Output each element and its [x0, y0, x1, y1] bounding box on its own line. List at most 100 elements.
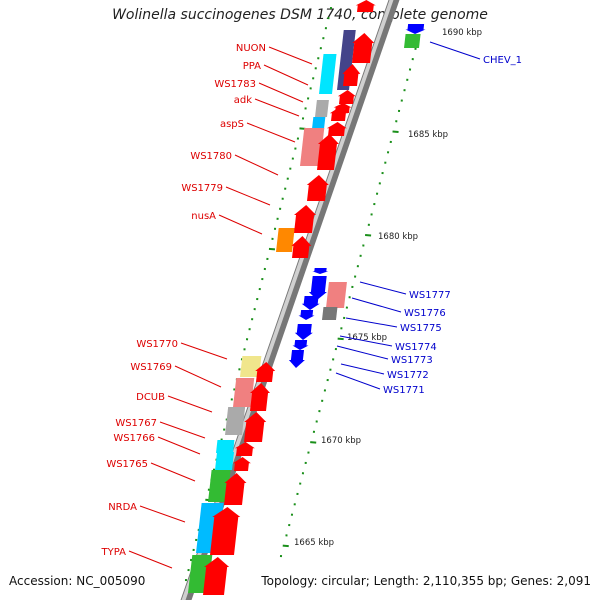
reverse-gene-arrow	[292, 340, 309, 350]
scale-label: 1670 kbp	[321, 436, 361, 446]
cyan-feature-block	[319, 54, 337, 94]
gene-arrows	[203, 0, 426, 595]
forward-gene-arrow	[306, 175, 329, 201]
forward-gene-arrow	[342, 64, 361, 86]
forward-gene-arrow	[337, 90, 356, 104]
forward-leader-line	[263, 64, 309, 86]
forward-gene-arrow	[326, 122, 347, 136]
reverse-leader-line	[339, 335, 393, 347]
scale-label: 1675 kbp	[347, 333, 387, 343]
genome-backbone	[180, 0, 400, 600]
scale-label: 1685 kbp	[408, 130, 448, 140]
ws1765-feature-block	[208, 470, 231, 502]
forward-gene-label: WS1783	[214, 79, 256, 90]
forward-leader-line	[174, 365, 222, 388]
forward-gene-arrow	[232, 457, 251, 471]
forward-leader-line	[150, 462, 196, 482]
forward-leader-line	[246, 122, 296, 143]
forward-gene-label: WS1769	[130, 362, 172, 373]
forward-gene-arrow	[234, 442, 255, 456]
reverse-gene-label: WS1771	[383, 385, 425, 396]
reverse-gene-label: WS1777	[409, 290, 451, 301]
scale-label: 1680 kbp	[378, 232, 418, 242]
reverse-gene-label: CHEV_1	[483, 55, 522, 66]
forward-gene-label: WS1766	[113, 433, 155, 444]
chev-feature-block	[404, 34, 421, 48]
forward-leader-line	[157, 436, 201, 455]
reverse-gene-label: WS1775	[400, 323, 442, 334]
reverse-gene-arrow	[312, 268, 329, 274]
ws1775-feature-block	[322, 307, 338, 320]
feature-blocks	[188, 30, 421, 593]
reverse-leader-line	[336, 345, 389, 360]
forward-leader-line	[128, 550, 173, 569]
forward-gene-arrow	[291, 236, 312, 258]
reverse-gene-arrow	[301, 296, 320, 310]
reverse-leader-line	[345, 317, 398, 328]
forward-gene-label: aspS	[220, 119, 244, 130]
forward-gene-arrow	[224, 473, 247, 505]
ws1776-feature-block	[326, 282, 347, 308]
reverse-leader-line	[340, 363, 385, 375]
forward-leader-line	[225, 186, 271, 206]
reverse-leader-line	[359, 281, 407, 295]
ws1770-feature-block	[240, 356, 262, 377]
forward-gene-label: NRDA	[108, 502, 137, 513]
adk-feature-block	[312, 117, 326, 129]
ws1766-feature-block	[215, 452, 235, 470]
reverse-gene-arrow	[308, 276, 327, 300]
accession-text: Accession: NC_005090	[9, 574, 146, 588]
nusa-feature-block	[276, 228, 295, 252]
ws1769-feature-block	[233, 378, 255, 407]
forward-gene-label: WS1770	[136, 339, 178, 350]
forward-gene-label: adk	[234, 95, 252, 106]
forward-gene-label: nusA	[191, 211, 216, 222]
forward-leader-line	[139, 505, 186, 523]
dcub-feature-block	[225, 407, 246, 435]
forward-gene-label: PPA	[243, 61, 261, 72]
forward-gene-label: WS1780	[190, 151, 232, 162]
forward-gene-label: NUON	[236, 43, 266, 54]
ws1767-feature-block	[216, 440, 235, 453]
label-leaders	[128, 41, 481, 569]
reverse-gene-arrow	[288, 350, 305, 368]
forward-gene-arrow	[210, 507, 241, 555]
gene-labels: NUON PPA WS1783 adk aspS WS1780 WS1779 nusA WS17…	[101, 43, 522, 558]
nuon-feature-block	[337, 30, 356, 90]
forward-gene-arrow	[294, 205, 317, 233]
reverse-gene-arrow	[298, 310, 315, 320]
reverse-leader-line	[351, 297, 402, 313]
scale-label: 1690 kbp	[442, 28, 482, 38]
forward-gene-label: WS1779	[181, 183, 223, 194]
forward-leader-line	[159, 421, 206, 439]
forward-gene-label: TYPA	[101, 547, 127, 558]
forward-gene-arrow	[244, 412, 267, 442]
forward-leader-line	[180, 342, 228, 360]
forward-leader-line	[268, 46, 313, 65]
reverse-gene-label: WS1774	[395, 342, 437, 353]
forward-leader-line	[254, 98, 300, 117]
forward-gene-arrow	[352, 33, 375, 63]
backbone-highlight	[181, 0, 394, 600]
forward-gene-arrow	[255, 362, 276, 382]
forward-gene-arrow	[355, 0, 376, 12]
forward-leader-line	[234, 154, 279, 176]
forward-gene-arrow	[250, 383, 271, 411]
reverse-gene-label: WS1772	[387, 370, 429, 381]
forward-gene-arrow	[317, 134, 339, 170]
reverse-gene-label: WS1773	[391, 355, 433, 366]
forward-gene-arrow	[329, 107, 348, 121]
reverse-leader-line	[429, 41, 481, 60]
scale-label: 1665 kbp	[294, 538, 334, 548]
forward-leader-line	[167, 395, 213, 413]
forward-gene-arrow	[203, 557, 230, 595]
reverse-gene-arrow	[405, 24, 426, 34]
forward-gene-label: WS1767	[115, 418, 157, 429]
forward-gene-label: DCUB	[136, 392, 165, 403]
reverse-gene-arrow	[294, 324, 313, 340]
forward-leader-line	[218, 214, 263, 235]
reverse-gene-label: WS1776	[404, 308, 446, 319]
asps-feature-block	[300, 128, 325, 166]
topology-text: Topology: circular; Length: 2,110,355 bp…	[261, 574, 591, 588]
